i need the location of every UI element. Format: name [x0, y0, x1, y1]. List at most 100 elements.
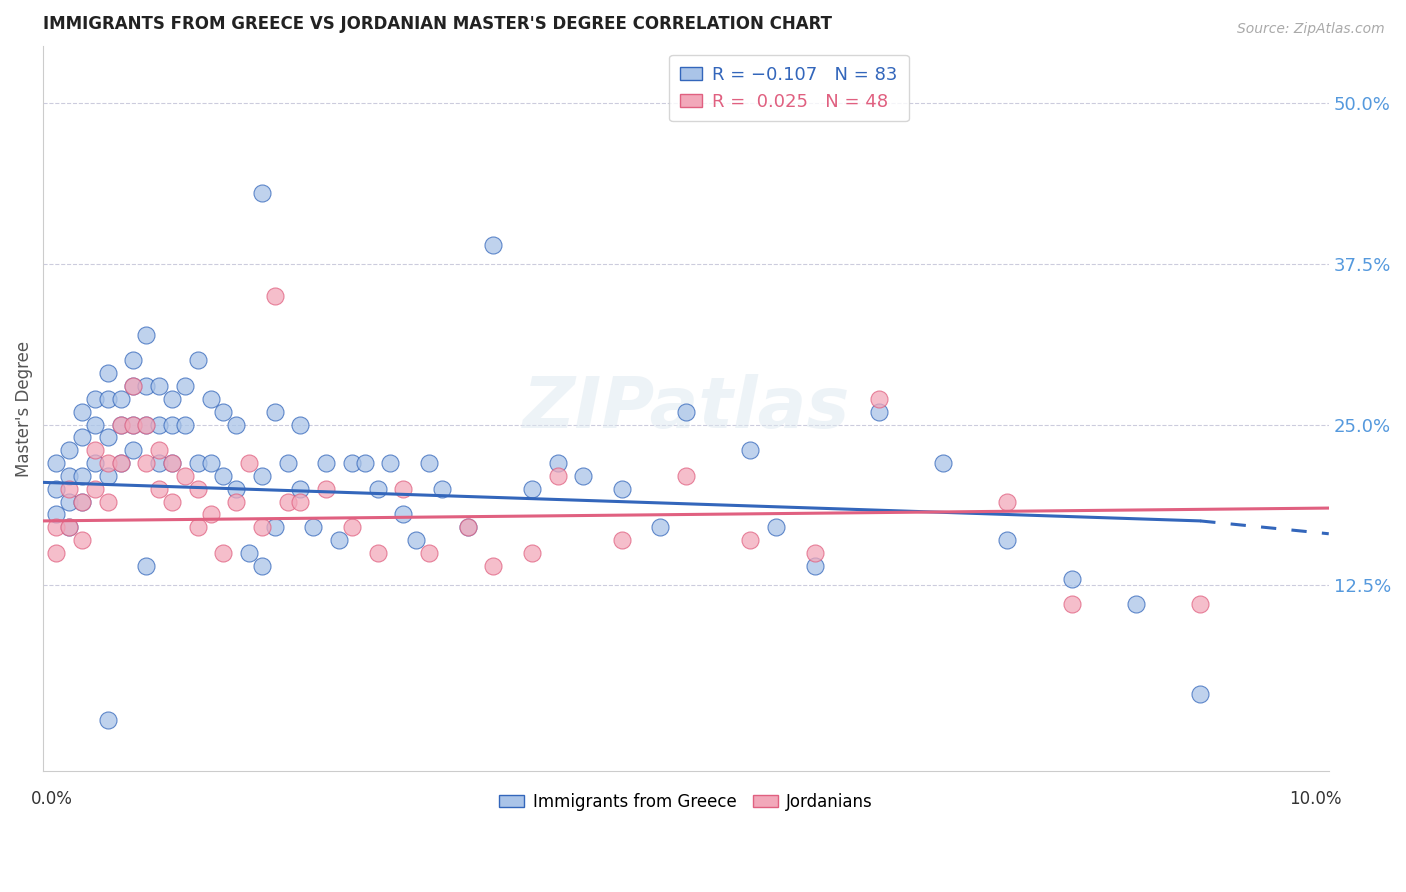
Point — [135, 379, 157, 393]
Point — [932, 456, 955, 470]
Point — [135, 558, 157, 573]
Point — [277, 456, 299, 470]
Point — [110, 417, 132, 432]
Legend: Immigrants from Greece, Jordanians: Immigrants from Greece, Jordanians — [492, 786, 880, 817]
Point — [803, 558, 825, 573]
Point — [70, 405, 93, 419]
Point — [430, 482, 453, 496]
Point — [803, 546, 825, 560]
Point — [520, 482, 543, 496]
Point — [70, 494, 93, 508]
Point — [160, 392, 183, 406]
Point — [160, 456, 183, 470]
Point — [187, 482, 209, 496]
Point — [97, 366, 120, 380]
Point — [200, 508, 222, 522]
Point — [765, 520, 787, 534]
Point — [367, 546, 389, 560]
Point — [83, 443, 105, 458]
Point — [83, 392, 105, 406]
Point — [250, 520, 273, 534]
Point — [380, 456, 402, 470]
Point — [187, 353, 209, 368]
Point — [263, 289, 285, 303]
Point — [225, 417, 247, 432]
Point — [58, 482, 80, 496]
Point — [392, 482, 415, 496]
Point — [290, 494, 312, 508]
Point — [212, 405, 235, 419]
Point — [547, 456, 569, 470]
Point — [160, 494, 183, 508]
Point — [135, 327, 157, 342]
Point — [148, 417, 170, 432]
Point — [212, 469, 235, 483]
Point — [58, 469, 80, 483]
Point — [740, 443, 762, 458]
Point — [97, 469, 120, 483]
Point — [1060, 572, 1083, 586]
Point — [122, 353, 145, 368]
Point — [45, 546, 67, 560]
Point — [200, 456, 222, 470]
Point — [58, 520, 80, 534]
Point — [122, 379, 145, 393]
Point — [70, 430, 93, 444]
Point — [135, 417, 157, 432]
Point — [1189, 687, 1212, 701]
Point — [315, 482, 337, 496]
Point — [58, 443, 80, 458]
Point — [675, 469, 697, 483]
Point — [1189, 598, 1212, 612]
Point — [97, 392, 120, 406]
Point — [520, 546, 543, 560]
Point — [110, 456, 132, 470]
Point — [482, 558, 505, 573]
Point — [740, 533, 762, 548]
Text: 10.0%: 10.0% — [1289, 790, 1341, 808]
Point — [58, 520, 80, 534]
Point — [547, 469, 569, 483]
Point — [187, 456, 209, 470]
Point — [45, 520, 67, 534]
Point — [997, 533, 1019, 548]
Point — [160, 456, 183, 470]
Point — [250, 558, 273, 573]
Point — [135, 417, 157, 432]
Point — [122, 443, 145, 458]
Point — [45, 508, 67, 522]
Text: Source: ZipAtlas.com: Source: ZipAtlas.com — [1237, 22, 1385, 37]
Point — [225, 494, 247, 508]
Point — [650, 520, 672, 534]
Point — [173, 417, 195, 432]
Point — [122, 379, 145, 393]
Point — [457, 520, 479, 534]
Point — [97, 713, 120, 727]
Point — [263, 520, 285, 534]
Point — [482, 237, 505, 252]
Point — [610, 482, 633, 496]
Point — [290, 417, 312, 432]
Point — [392, 508, 415, 522]
Point — [340, 520, 363, 534]
Point — [148, 482, 170, 496]
Point — [225, 482, 247, 496]
Point — [315, 456, 337, 470]
Point — [340, 456, 363, 470]
Point — [200, 392, 222, 406]
Point — [45, 456, 67, 470]
Point — [457, 520, 479, 534]
Point — [405, 533, 427, 548]
Point — [110, 417, 132, 432]
Point — [83, 456, 105, 470]
Y-axis label: Master's Degree: Master's Degree — [15, 341, 32, 476]
Point — [238, 546, 260, 560]
Point — [250, 186, 273, 201]
Point — [187, 520, 209, 534]
Text: IMMIGRANTS FROM GREECE VS JORDANIAN MASTER'S DEGREE CORRELATION CHART: IMMIGRANTS FROM GREECE VS JORDANIAN MAST… — [44, 15, 832, 33]
Point — [1125, 598, 1147, 612]
Point — [110, 456, 132, 470]
Point — [418, 456, 440, 470]
Point — [148, 443, 170, 458]
Point — [868, 405, 890, 419]
